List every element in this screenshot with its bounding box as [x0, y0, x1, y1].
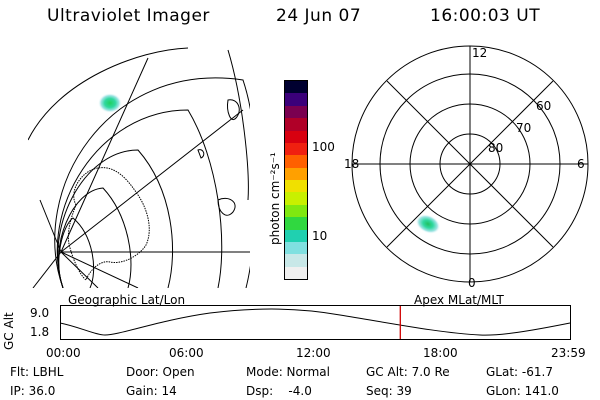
colorbar-band — [285, 167, 307, 180]
time-tick-1200: 12:00 — [296, 346, 331, 360]
colorbar-tick-10: 10 — [312, 229, 328, 243]
lat-label-70: 70 — [516, 121, 531, 135]
colorbar-tick-100: 100 — [312, 140, 335, 154]
colorbar-band — [285, 192, 307, 205]
geographic-caption: Geographic Lat/Lon — [68, 293, 186, 307]
mlt-label-12: 12 — [472, 46, 487, 60]
colorbar-band — [285, 254, 307, 267]
mlt-label-0: 0 — [468, 276, 476, 290]
colorbar — [284, 80, 308, 280]
time-tick-0600: 06:00 — [169, 346, 204, 360]
colorbar-band — [285, 93, 307, 106]
colorbar-unit-label: photon cm⁻²s⁻¹ — [268, 152, 282, 245]
alt-tick-1-8: 1.8 — [30, 325, 50, 339]
aurora-spot-polar — [415, 214, 441, 234]
status-mode: Mode: Normal — [246, 365, 330, 379]
colorbar-band — [285, 130, 307, 143]
status-glon: GLon: 141.0 — [486, 384, 559, 398]
mlt-label-6: 6 — [577, 157, 585, 171]
colorbar-band — [285, 180, 307, 193]
time-tick-0000: 00:00 — [46, 346, 81, 360]
colorbar-band — [285, 266, 307, 279]
status-filter: Flt: LBHL — [10, 365, 64, 379]
colorbar-band — [285, 118, 307, 131]
aurora-spot-geographic — [98, 93, 122, 113]
lat-label-60: 60 — [536, 99, 551, 113]
apex-caption: Apex MLat/MLT — [414, 293, 504, 307]
status-gain: Gain: 14 — [126, 384, 177, 398]
altitude-plot — [60, 305, 571, 340]
status-seq: Seq: 39 — [366, 384, 412, 398]
date-label: 24 Jun 07 — [276, 6, 362, 26]
colorbar-band — [285, 241, 307, 255]
colorbar-band — [285, 204, 307, 218]
colorbar-band — [285, 81, 307, 94]
alt-tick-9: 9.0 — [30, 306, 50, 320]
colorbar-band — [285, 105, 307, 119]
colorbar-band — [285, 155, 307, 168]
time-tick-2359: 23:59 — [551, 346, 586, 360]
mlt-label-18: 18 — [344, 157, 359, 171]
status-gc-alt: GC Alt: 7.0 Re — [366, 365, 450, 379]
status-ip: IP: 36.0 — [10, 384, 56, 398]
lat-label-80: 80 — [488, 141, 503, 155]
altitude-curve — [60, 308, 571, 336]
status-glat: GLat: -61.7 — [486, 365, 553, 379]
colorbar-band — [285, 229, 307, 242]
status-dsp: Dsp: -4.0 — [246, 384, 312, 398]
colorbar-band — [285, 142, 307, 156]
colorbar-band — [285, 217, 307, 230]
polar-plot: 12 18 6 0 60 70 80 — [344, 45, 589, 290]
alt-plot-ylabel: GC Alt — [2, 312, 16, 350]
time-tick-1800: 18:00 — [423, 346, 458, 360]
time-label: 16:00:03 UT — [430, 6, 541, 26]
status-door: Door: Open — [126, 365, 195, 379]
geographic-map — [28, 47, 250, 288]
instrument-title: Ultraviolet Imager — [47, 6, 210, 26]
